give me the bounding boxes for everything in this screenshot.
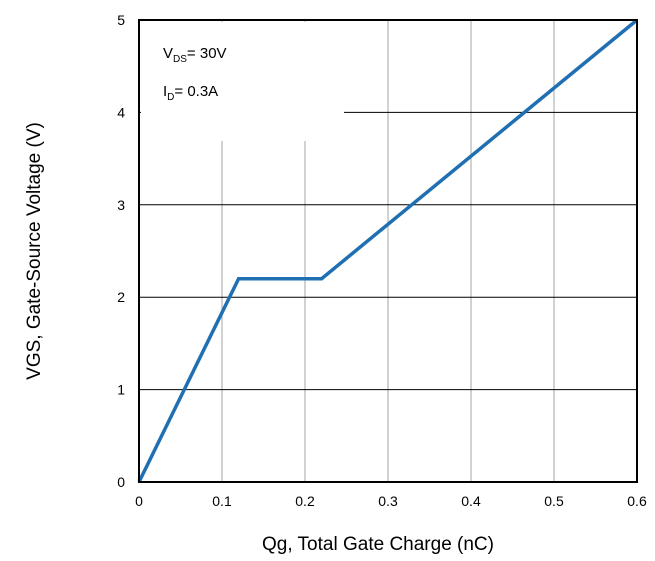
y-tick-label: 1: [117, 382, 125, 398]
y-tick-label: 0: [117, 474, 125, 490]
annotation-background: [141, 22, 344, 141]
series-line-0: [137, 18, 639, 483]
x-tick-labels: 0 0.1 0.2 0.3 0.4 0.5 0.6: [135, 493, 647, 509]
y-tick-label: 2: [117, 289, 125, 305]
x-tick-label: 0.6: [627, 493, 647, 509]
annotation-vds-value: = 30V: [187, 45, 227, 62]
x-axis-label: Qg, Total Gate Charge (nC): [262, 534, 494, 555]
y-tick-label: 5: [117, 12, 125, 28]
x-tick-label: 0: [135, 493, 143, 509]
x-tick-label: 0.1: [212, 493, 232, 509]
annotation-id: ID= 0.3A: [163, 83, 218, 103]
annotation-id-value: = 0.3A: [174, 83, 218, 100]
x-tick-label: 0.4: [461, 493, 481, 509]
series-layer: [137, 18, 639, 483]
y-tick-label: 4: [117, 104, 125, 120]
x-tick-label: 0.5: [544, 493, 564, 509]
y-axis-label: VGS, Gate-Source Voltage (V): [24, 122, 45, 380]
y-tick-label: 3: [117, 197, 125, 213]
x-tick-label: 0.2: [295, 493, 315, 509]
annotation-vds-sub: DS: [173, 54, 187, 65]
plot-frame: [138, 19, 638, 483]
y-tick-labels: 0 1 2 3 4 5: [117, 12, 125, 490]
annotation-id-sub: D: [167, 92, 174, 103]
x-tick-label: 0.3: [378, 493, 398, 509]
annotation-vds-main: V: [163, 45, 173, 62]
annotation-id-main: I: [163, 83, 167, 100]
annotation-vds: VDS= 30V: [163, 45, 227, 65]
